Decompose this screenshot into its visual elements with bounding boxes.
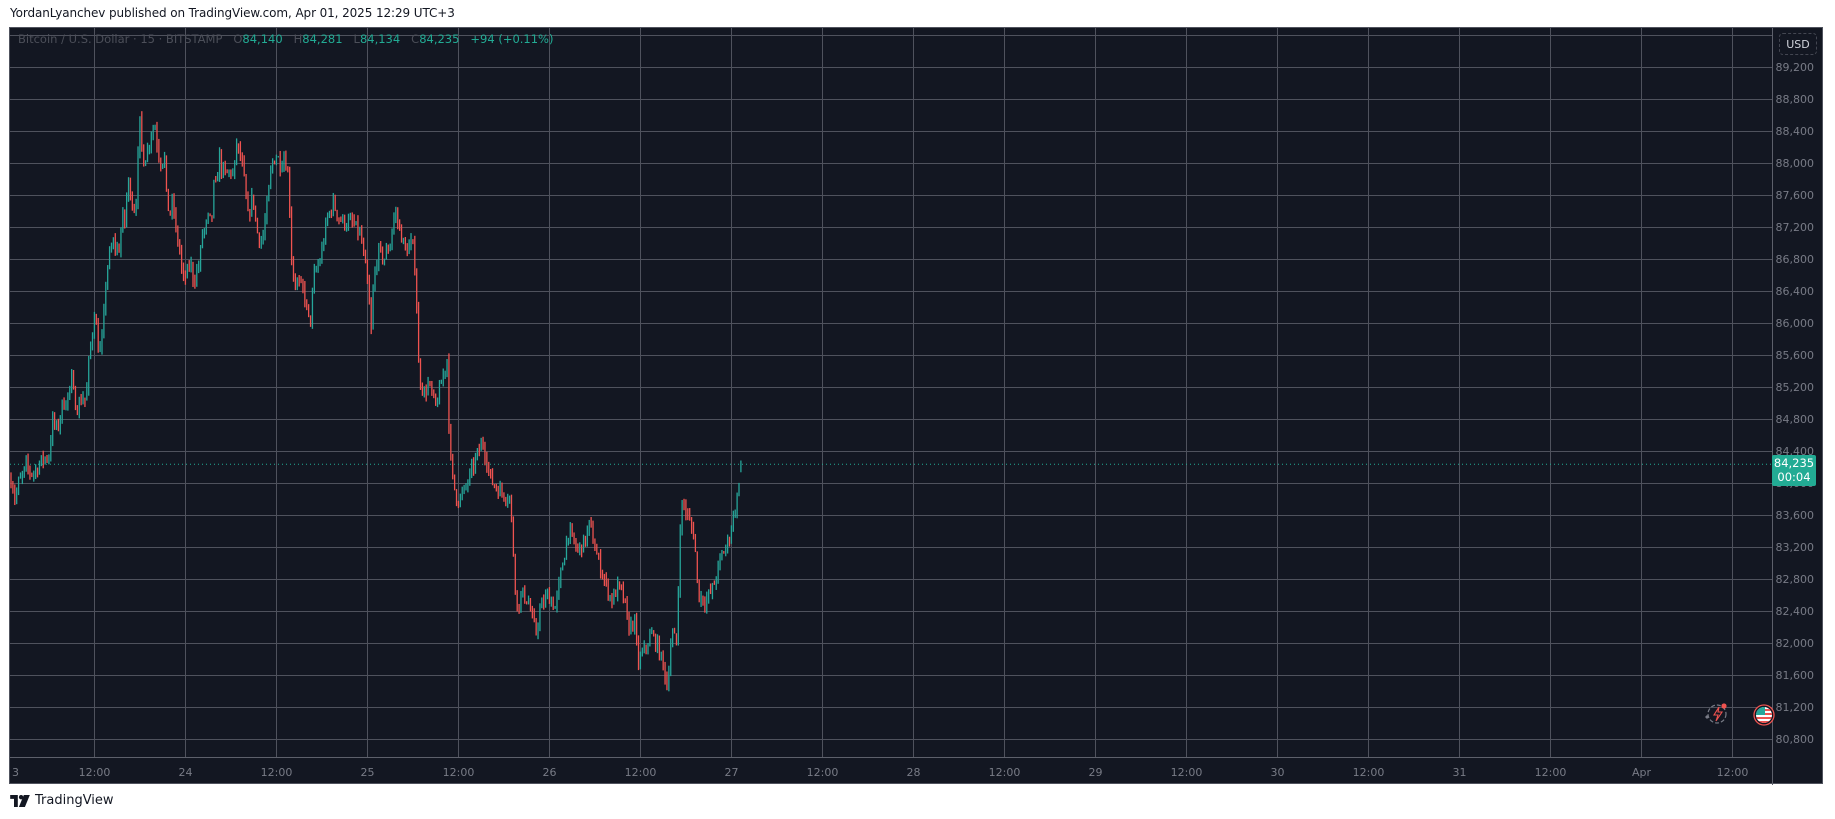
bar-countdown: 00:04 (1777, 470, 1811, 485)
candlestick-chart[interactable]: 3 12:00 24 12:00 25 12:00 26 12:00 27 12:00 28 12:0… (10, 28, 1824, 785)
price-axis-label: 86,800 (1776, 253, 1815, 266)
time-axis-label: 12:00 (443, 766, 475, 779)
footer-brand-label: TradingView (35, 793, 114, 808)
time-axis-label: 29 (1089, 766, 1103, 779)
time-axis-label: 30 (1271, 766, 1285, 779)
price-axis-label: 86,400 (1776, 285, 1815, 298)
time-axis-label: 28 (907, 766, 921, 779)
low-value: 84,134 (359, 32, 401, 46)
price-axis-label: 84,800 (1776, 413, 1815, 426)
time-axis-label: 12:00 (261, 766, 293, 779)
price-axis-label: 83,600 (1776, 509, 1815, 522)
price-axis-label: 88,800 (1776, 93, 1815, 106)
footer-brand: TradingView (10, 793, 114, 808)
close-value: 84,235 (419, 32, 460, 46)
price-axis-label: 87,600 (1776, 189, 1815, 202)
price-axis-label: 82,000 (1776, 637, 1815, 650)
price-axis-label: 86,000 (1776, 317, 1815, 330)
time-axis-label: 12:00 (625, 766, 657, 779)
high-label: H (293, 32, 303, 46)
price-axis-label: 85,600 (1776, 349, 1815, 362)
price-axis-label: 81,600 (1776, 669, 1815, 682)
publish-info: YordanLyanchev published on TradingView.… (10, 6, 455, 20)
price-axis-label: 82,800 (1776, 573, 1815, 586)
price-axis-label: 80,800 (1776, 733, 1815, 746)
time-axis-label: 12:00 (1353, 766, 1385, 779)
change-value: +94 (+0.11%) (470, 32, 554, 46)
price-axis-label: 88,000 (1776, 157, 1815, 170)
time-axis-label: 12:00 (1535, 766, 1567, 779)
symbol-legend: Bitcoin / U.S. Dollar · 15 · BITSTAMP O8… (18, 32, 553, 46)
time-axis-label: 24 (179, 766, 193, 779)
price-axis-label: 81,200 (1776, 701, 1815, 714)
currency-button[interactable]: USD (1779, 33, 1817, 55)
current-price-label: 84,235 00:04 (1772, 455, 1816, 487)
price-axis-label: 85,200 (1776, 381, 1815, 394)
price-axis-label: 87,200 (1776, 221, 1815, 234)
symbol-title: Bitcoin / U.S. Dollar · 15 · BITSTAMP (18, 32, 223, 46)
time-axis-label: 12:00 (807, 766, 839, 779)
open-value: 84,140 (242, 32, 283, 46)
time-axis-label: 3 (12, 766, 19, 779)
close-label: C (411, 32, 420, 46)
time-axis-label: 12:00 (1171, 766, 1203, 779)
high-value: 84,281 (302, 32, 343, 46)
time-axis-label: 12:00 (1717, 766, 1749, 779)
time-axis-label: 12:00 (989, 766, 1021, 779)
time-axis-label: Apr (1632, 766, 1652, 779)
time-axis-label: 25 (361, 766, 375, 779)
chart-pane[interactable]: 3 12:00 24 12:00 25 12:00 26 12:00 27 12:00 28 12:0… (9, 27, 1824, 785)
tradingview-logo-icon (10, 794, 30, 807)
time-axis-label: 27 (725, 766, 739, 779)
current-price-value: 84,235 (1773, 456, 1815, 471)
price-axis-label: 89,200 (1776, 61, 1815, 74)
events-lightning-icon[interactable] (1705, 703, 1727, 724)
time-axis-label: 26 (543, 766, 557, 779)
us-flag-economic-events-icon[interactable] (1753, 704, 1775, 726)
time-axis-label: 12:00 (79, 766, 111, 779)
price-axis-label: 83,200 (1776, 541, 1815, 554)
open-label: O (233, 32, 243, 46)
time-axis-label: 31 (1453, 766, 1467, 779)
low-label: L (353, 32, 360, 46)
price-axis-label: 82,400 (1776, 605, 1815, 618)
price-axis-label: 88,400 (1776, 125, 1815, 138)
price-axis-label: 84,400 (1776, 445, 1815, 458)
